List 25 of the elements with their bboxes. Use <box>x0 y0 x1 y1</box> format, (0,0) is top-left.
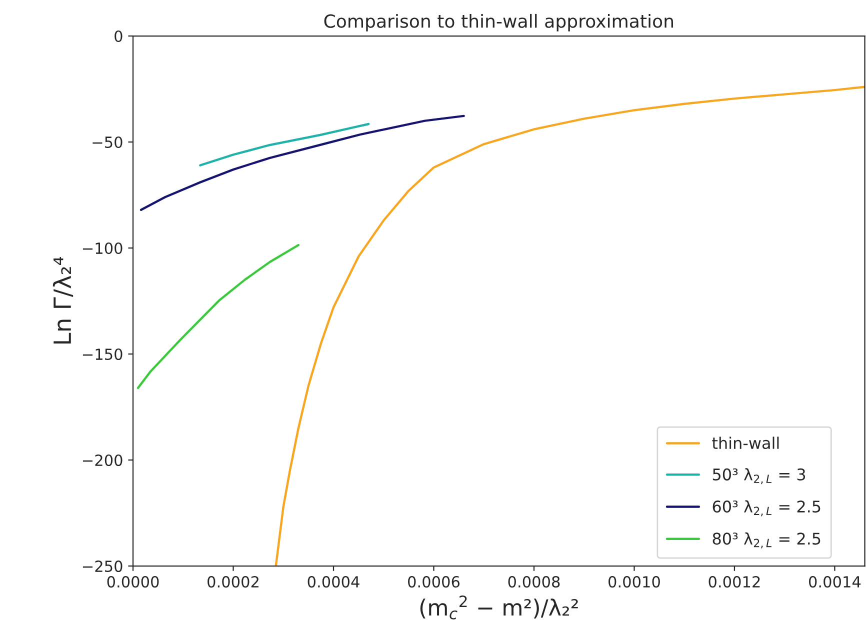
y-tick-label: −200 <box>82 454 122 466</box>
y-tick-label: −250 <box>82 560 122 572</box>
legend-label: thin-wall <box>712 436 779 450</box>
legend-label: 80³ λ$_{2,L}$ = 2.5 <box>712 532 820 548</box>
legend-label: 50³ λ$_{2,L}$ = 3 <box>712 468 806 484</box>
x-axis-title: (m$_{c}$$^{2}$ − m²)/λ₂² <box>420 595 578 620</box>
x-tick-label: 0.0004 <box>308 576 360 588</box>
x-tick-label: 0.0008 <box>508 576 560 588</box>
line-series <box>199 122 370 166</box>
line-series <box>140 114 465 211</box>
y-tick-label: −150 <box>82 348 122 360</box>
x-tick-label: 0.0002 <box>208 576 258 588</box>
x-tick-label: 0.0010 <box>608 576 660 588</box>
x-tick-label: 0.0006 <box>408 576 460 588</box>
chart-title: Comparison to thin-wall approximation <box>324 14 673 32</box>
y-tick-label: −50 <box>92 136 122 148</box>
x-tick-label: 0.0000 <box>107 576 159 588</box>
line-series <box>274 86 865 566</box>
y-axis-title: Ln Γ/λ₂⁴ <box>52 256 74 344</box>
legend-label: 60³ λ$_{2,L}$ = 2.5 <box>712 500 820 516</box>
x-tick-label: 0.0014 <box>808 576 861 588</box>
line-series <box>136 244 300 390</box>
x-tick-label: 0.0012 <box>708 576 760 588</box>
y-tick-label: 0 <box>114 30 122 42</box>
y-tick-label: −100 <box>82 242 122 254</box>
